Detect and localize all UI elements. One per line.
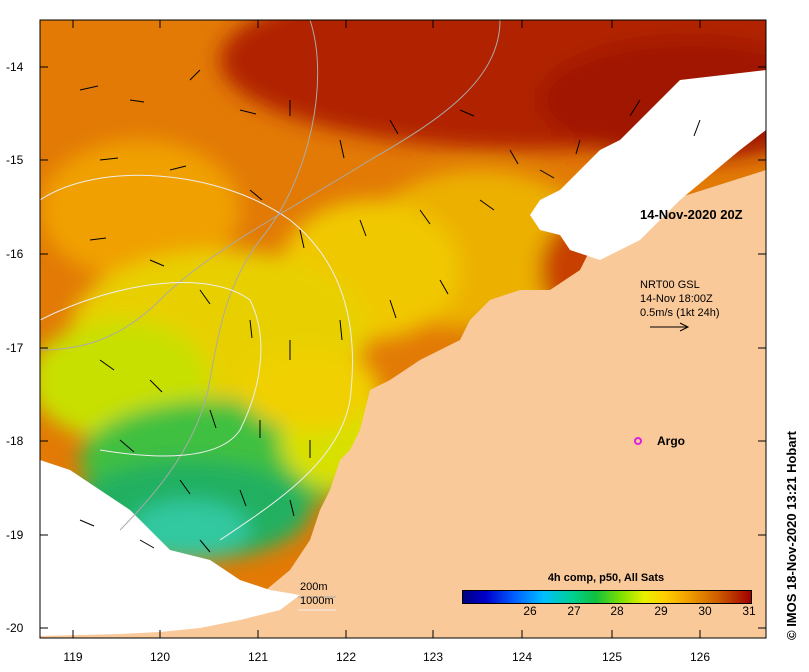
lat-tick-label: -20 (6, 621, 24, 635)
lon-tick-label: 121 (247, 650, 269, 664)
contour-1000-label: 1000m (300, 595, 334, 607)
colorbar-tick: 28 (610, 604, 624, 618)
colorbar-tick: 27 (567, 604, 581, 618)
lon-tick-label: 122 (335, 650, 357, 664)
colorbar-tick: 30 (698, 604, 712, 618)
sst-field (40, 20, 766, 638)
current-legend-source: NRT00 GSL (640, 279, 700, 291)
colorbar-tick: 26 (523, 604, 537, 618)
lat-tick-label: -15 (6, 153, 24, 167)
sst-map (40, 20, 766, 638)
lon-tick-label: 125 (601, 650, 623, 664)
lon-tick-label: 119 (63, 650, 83, 664)
contour-200-label: 200m (300, 581, 328, 593)
lon-tick-label: 126 (689, 650, 711, 664)
timestamp-label: 14-Nov-2020 20Z (640, 207, 743, 222)
argo-label: Argo (657, 434, 685, 448)
lon-tick-label: 120 (149, 650, 171, 664)
colorbar-gradient (463, 591, 751, 603)
sst-colorbar (462, 590, 752, 604)
lat-tick-label: -17 (6, 341, 24, 355)
colorbar-tick: 31 (742, 604, 756, 618)
lat-tick-label: -18 (6, 434, 24, 448)
lat-tick-label: -14 (6, 60, 24, 74)
colorbar-tick: 29 (654, 604, 668, 618)
imos-credit: © IMOS 18-Nov-2020 13:21 Hobart (784, 431, 799, 640)
lat-tick-label: -19 (6, 528, 24, 542)
current-legend-scale: 0.5m/s (1kt 24h) (640, 307, 720, 319)
lon-tick-label: 123 (422, 650, 444, 664)
colorbar-title: 4h comp, p50, All Sats (547, 572, 665, 584)
lat-tick-label: -16 (6, 247, 24, 261)
current-legend-time: 14-Nov 18:00Z (640, 293, 713, 305)
lon-tick-label: 124 (511, 650, 533, 664)
